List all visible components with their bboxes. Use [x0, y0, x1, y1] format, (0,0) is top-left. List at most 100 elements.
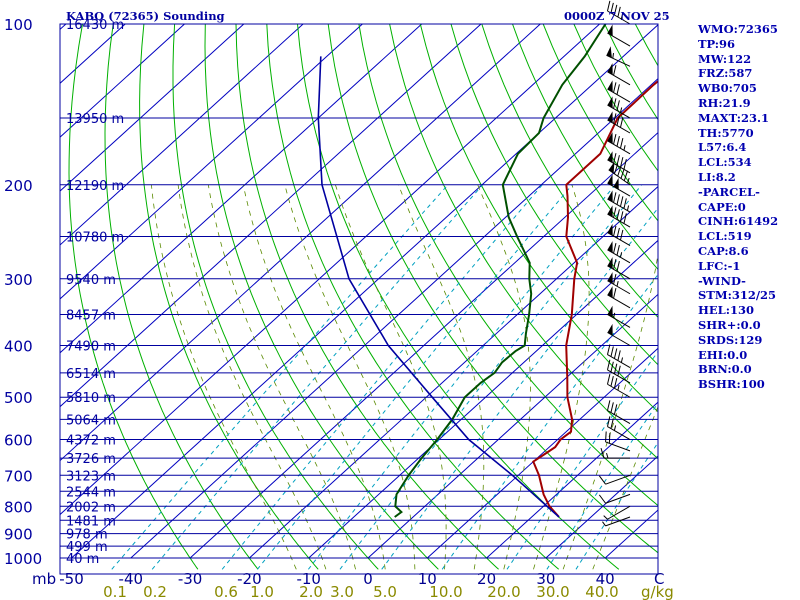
barb-flag [607, 272, 613, 284]
index-value: CAPE:0 [698, 199, 746, 214]
wind-barb [607, 257, 631, 280]
barb-full [610, 361, 614, 373]
temperature-line [532, 79, 658, 518]
temperature-tick-label: -40 [119, 570, 144, 588]
index-value: FRZ:587 [698, 66, 753, 81]
wind-barb [607, 272, 631, 295]
barb-full [613, 288, 617, 299]
pressure-tick-label: 700 [4, 467, 33, 485]
wind-barb [606, 46, 631, 67]
dry-adiabat-line [104, 24, 259, 570]
barb-full [623, 198, 627, 209]
wind-barb [607, 24, 631, 47]
barb-shaft [605, 516, 631, 527]
height-label: 978 m [66, 528, 108, 543]
indices-panel: WMO:72365 TP:96 MW:122 FRZ:587 WB0:705 RH:21.… [698, 22, 798, 392]
dry-adiabat-line [512, 24, 658, 271]
height-label: 2002 m [66, 500, 116, 515]
index-value: SRDS:129 [698, 332, 763, 347]
temperature-tick-label: -50 [59, 570, 84, 588]
moist-adiabat-line [477, 184, 531, 570]
wind-barb [598, 493, 631, 504]
barb-shaft [607, 505, 631, 520]
height-label: 16430 m [66, 18, 124, 33]
isotherm-line [60, 24, 363, 300]
barb-half [626, 205, 630, 211]
barb-shaft [607, 280, 631, 295]
wind-barb [600, 447, 630, 459]
barb-full [619, 229, 624, 241]
barb-flag [606, 46, 612, 58]
wind-barb [607, 63, 631, 86]
moist-adiabat-line [398, 184, 485, 570]
barb-half [623, 145, 626, 151]
barb-half [619, 252, 623, 258]
wind-barb [607, 323, 631, 346]
barb-flag [607, 151, 613, 163]
barb-full [613, 207, 617, 218]
barb-flag [607, 305, 613, 318]
barb-full [616, 100, 620, 111]
height-label: 499 m [66, 540, 108, 555]
index-value: MAXT:23.1 [698, 110, 769, 125]
pressure-tick-label: 800 [4, 498, 33, 516]
barb-half [613, 425, 617, 431]
height-label: 10780 m [66, 230, 124, 245]
isotherm-line [60, 24, 482, 408]
barb-half [617, 385, 620, 391]
moist-adiabat-line [562, 251, 658, 570]
pressure-tick-label: 200 [4, 177, 33, 195]
wind-barb [607, 132, 631, 155]
index-value: CAP:8.6 [698, 243, 749, 258]
barb-shaft [607, 10, 631, 25]
barb-shaft [607, 213, 631, 228]
barb-half [603, 515, 608, 520]
barb-full [619, 117, 624, 128]
dry-adiabat-line [358, 24, 658, 507]
barb-full [613, 225, 617, 237]
barb-shaft [607, 88, 631, 103]
pressure-tick-label: 400 [4, 338, 33, 356]
wind-barb [607, 205, 631, 228]
barb-full [613, 4, 618, 16]
barb-full [616, 245, 620, 256]
isotherm-line [249, 185, 658, 559]
moist-adiabat-line [207, 184, 356, 570]
barb-full [613, 363, 618, 375]
barb-half [620, 357, 624, 363]
barb-full [623, 159, 627, 170]
barb-shaft [607, 159, 631, 174]
mixing-ratio-line [506, 350, 658, 570]
wind-barb [606, 359, 631, 384]
temperature-tick-label: -30 [178, 570, 203, 588]
temperature-tick-label: 30 [536, 570, 555, 588]
chart-title: KABQ (72365) Sounding [66, 9, 225, 23]
wind-barb [605, 431, 631, 452]
dry-adiabat-line [172, 24, 379, 570]
barb-full [598, 494, 606, 504]
mixing-ratio-line [441, 273, 658, 570]
barb-shaft [607, 354, 631, 369]
index-value: SHR+:0.0 [698, 317, 761, 332]
moist-adiabat-line [284, 184, 416, 570]
barb-flag [613, 177, 619, 190]
plot-frame [59, 23, 659, 575]
barb-shaft [607, 332, 631, 346]
dewpoint-line [394, 24, 607, 518]
barb-full [610, 375, 614, 387]
dry-adiabat-line [450, 24, 658, 366]
pressure-tick-label: 1000 [4, 550, 42, 568]
height-label: 13950 m [66, 112, 124, 127]
wind-barb [598, 474, 631, 485]
height-label: 8457 m [66, 309, 116, 324]
barb-full [605, 431, 607, 442]
barb-flag [607, 96, 613, 109]
index-value: TH:5770 [698, 125, 754, 140]
height-label: 2544 m [66, 485, 116, 500]
wind-barb [606, 0, 631, 25]
wind-barb [607, 241, 631, 264]
pressure-tick-label: 900 [4, 526, 33, 544]
barb-half [620, 13, 624, 20]
index-value: BRN:0.0 [698, 362, 752, 377]
